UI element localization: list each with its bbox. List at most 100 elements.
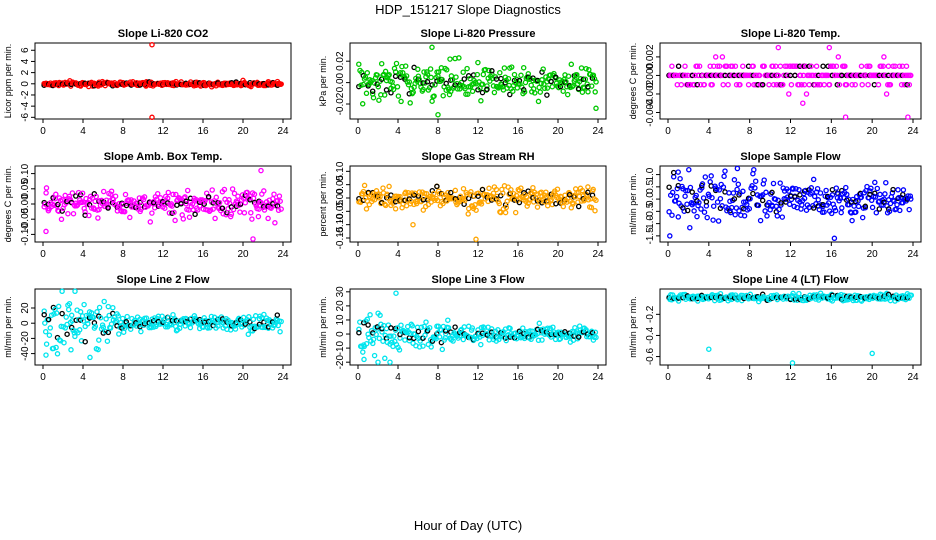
data-point <box>42 320 48 326</box>
data-point <box>104 338 111 344</box>
data-point <box>465 211 471 217</box>
data-point <box>213 194 220 201</box>
data-point <box>429 98 435 104</box>
data-point <box>255 213 262 220</box>
data-point <box>394 84 401 90</box>
data-point <box>72 333 78 340</box>
x-tick-label: 16 <box>512 249 524 260</box>
data-point <box>698 206 704 212</box>
x-axis-label: Hour of Day (UTC) <box>414 518 522 533</box>
data-point <box>833 63 840 69</box>
data-point <box>774 213 781 219</box>
data-point <box>682 63 688 69</box>
data-point <box>405 81 412 88</box>
data-point <box>248 209 254 216</box>
x-tick-label: 8 <box>435 126 441 137</box>
data-point <box>512 209 519 216</box>
data-point <box>421 190 428 197</box>
data-point <box>570 82 576 89</box>
data-point-outlier <box>43 228 49 235</box>
data-point <box>521 89 528 95</box>
data-point <box>420 207 427 213</box>
data-point <box>687 224 693 231</box>
data-point <box>835 54 842 60</box>
data-point-outlier <box>869 350 875 357</box>
data-point <box>97 314 104 321</box>
data-point <box>592 89 598 95</box>
data-point <box>779 214 786 220</box>
y-tick-label: -1.5 <box>645 227 656 245</box>
data-point <box>709 81 715 88</box>
data-point <box>839 205 845 211</box>
data-point <box>882 191 888 197</box>
x-tick-label: 0 <box>355 249 361 260</box>
data-point <box>439 76 445 83</box>
data-point <box>901 81 908 88</box>
data-points <box>356 182 599 243</box>
data-point <box>704 214 710 221</box>
x-tick-label: 12 <box>472 249 484 260</box>
data-point-outlier <box>826 44 833 51</box>
data-point-mean <box>544 92 550 98</box>
data-point-mean <box>429 82 435 88</box>
data-point <box>404 79 411 85</box>
data-point <box>96 337 102 343</box>
data-point <box>905 193 911 199</box>
data-point <box>172 217 178 224</box>
data-point <box>907 193 914 199</box>
data-point <box>497 209 504 216</box>
data-point <box>382 355 388 362</box>
data-point <box>784 63 790 69</box>
x-tick-label: 12 <box>785 249 797 260</box>
y-tick-label: -0.6 <box>645 348 656 366</box>
data-point-outlier <box>706 346 712 352</box>
data-point <box>520 325 526 331</box>
data-point <box>836 81 843 88</box>
data-point <box>450 338 456 344</box>
data-point <box>570 201 576 207</box>
panel-title: Slope Sample Flow <box>740 151 841 163</box>
data-point <box>588 204 595 211</box>
y-tick-label: 2 <box>20 69 31 75</box>
data-point-mean <box>516 199 523 206</box>
x-tick-label: 16 <box>826 126 838 137</box>
data-point <box>810 72 816 79</box>
data-point <box>363 90 370 97</box>
data-point <box>503 337 509 344</box>
data-point-mean <box>150 199 157 206</box>
data-point <box>170 191 176 198</box>
data-point <box>363 340 370 347</box>
x-tick-label: 4 <box>706 249 712 260</box>
data-point-mean <box>731 196 738 202</box>
data-point-mean <box>479 89 486 96</box>
data-point <box>667 233 673 239</box>
data-point <box>386 183 392 190</box>
data-point <box>751 166 757 173</box>
data-point <box>403 73 410 79</box>
data-point <box>766 81 772 88</box>
data-point <box>148 324 154 331</box>
x-tick-label: 20 <box>552 372 564 383</box>
data-point <box>103 197 110 203</box>
y-tick-label: 1.0 <box>645 167 656 181</box>
data-point <box>896 194 902 201</box>
data-point <box>496 200 503 207</box>
x-tick-label: 12 <box>472 126 484 137</box>
data-point-mean <box>769 189 775 196</box>
y-tick-label: -0.4 <box>645 326 656 344</box>
data-point <box>376 97 382 103</box>
data-point <box>883 72 889 79</box>
y-tick-label: -0.05 <box>335 200 346 223</box>
data-point <box>381 92 388 98</box>
data-point <box>445 317 451 323</box>
data-point <box>714 186 720 192</box>
data-point <box>277 328 283 335</box>
data-point <box>415 73 422 79</box>
panel-title: Slope Gas Stream RH <box>421 151 534 163</box>
data-point <box>730 190 737 196</box>
data-point <box>138 328 144 335</box>
panels-grid: Slope Li-820 CO2 Licor ppm per min. 0 4 8 12 1… <box>3 28 922 383</box>
data-point <box>416 189 423 195</box>
data-point <box>469 325 476 331</box>
data-point-mean <box>853 198 859 205</box>
